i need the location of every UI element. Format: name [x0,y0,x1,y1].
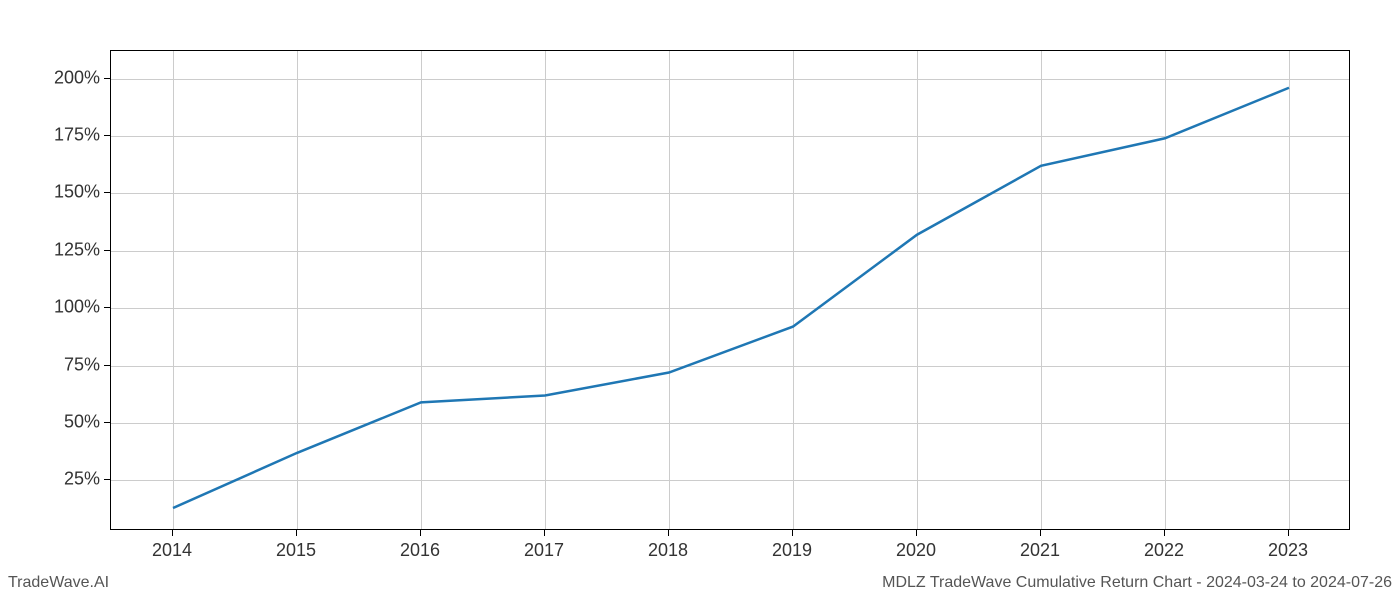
x-tick-label: 2015 [266,540,326,561]
y-tick-label: 75% [20,354,100,375]
y-tick-label: 150% [20,182,100,203]
x-tick-label: 2018 [638,540,698,561]
x-tick-label: 2022 [1134,540,1194,561]
y-tick-label: 50% [20,412,100,433]
x-tick-label: 2017 [514,540,574,561]
y-tick-label: 200% [20,67,100,88]
x-tick-label: 2019 [762,540,822,561]
y-tick-label: 25% [20,469,100,490]
y-tick-label: 175% [20,124,100,145]
chart-container [110,50,1350,530]
x-tick-label: 2014 [142,540,202,561]
line-series [111,51,1349,529]
x-tick-label: 2020 [886,540,946,561]
y-tick-label: 125% [20,239,100,260]
footer-brand: TradeWave.AI [8,574,109,592]
plot-area [110,50,1350,530]
x-tick-label: 2021 [1010,540,1070,561]
x-tick-label: 2023 [1258,540,1318,561]
x-tick-label: 2016 [390,540,450,561]
footer-caption: MDLZ TradeWave Cumulative Return Chart -… [882,574,1392,592]
y-tick-label: 100% [20,297,100,318]
